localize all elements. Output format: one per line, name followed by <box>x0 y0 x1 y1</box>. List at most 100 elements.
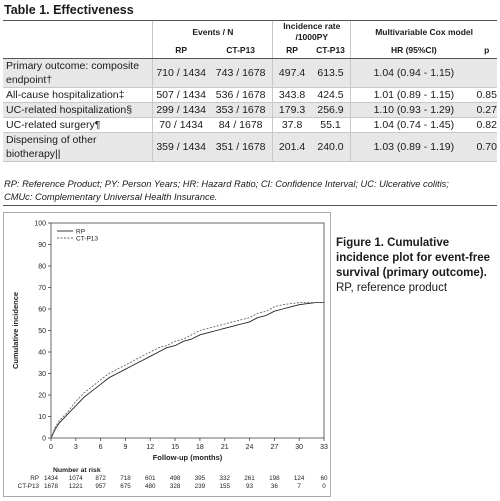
risk-table-value: 7 <box>297 483 301 490</box>
risk-table-value: 60 <box>320 475 328 482</box>
risk-table-value: 601 <box>145 475 156 482</box>
cell-events-rp: 359 / 1434 <box>152 132 209 162</box>
risk-table-value: 93 <box>246 483 254 490</box>
cell-p: 0.85 <box>476 87 497 103</box>
row-label: UC-related hospitalization§ <box>3 102 153 118</box>
risk-table-value: 198 <box>269 475 280 482</box>
risk-table-value: 957 <box>95 483 106 490</box>
risk-table-value: 1221 <box>69 483 84 490</box>
row-label: All-cause hospitalization‡ <box>3 87 153 103</box>
y-tick-label: 80 <box>38 264 46 271</box>
events-header: Events / N <box>152 20 273 43</box>
cell-hr: 1.04 (0.94 - 1.15) <box>350 58 477 88</box>
risk-table-value: 675 <box>120 483 131 490</box>
cell-rate-ctp13: 55.1 <box>310 117 351 133</box>
y-tick-label: 10 <box>38 414 46 421</box>
risk-table-value: 36 <box>271 483 279 490</box>
risk-table-value: 124 <box>294 475 305 482</box>
series-line-ct-p13 <box>50 302 324 439</box>
cell-rate-ctp13: 240.0 <box>310 132 351 162</box>
col-hr: HR (95%CI) <box>350 43 477 59</box>
risk-table-value: 718 <box>120 475 131 482</box>
col-ctp13-events: CT-P13 <box>208 43 273 59</box>
x-tick-label: 15 <box>171 444 179 451</box>
y-tick-label: 40 <box>38 350 46 357</box>
cell-hr: 1.03 (0.89 - 1.19) <box>350 132 477 162</box>
effectiveness-table: Events / N Incidence rate/1000PY Multiva… <box>3 20 497 162</box>
table-row: Dispensing of other biotherapy|| 359 / 143… <box>3 132 497 162</box>
row-label: Primary outcome: composite endpoint† <box>3 58 153 88</box>
table-row: UC-related hospitalization§ 299 / 1434 353… <box>3 102 497 118</box>
risk-table-row-label: RP <box>30 475 39 482</box>
risk-table-value: 332 <box>219 475 230 482</box>
risk-table-value: 1074 <box>69 475 84 482</box>
legend-label: RP <box>76 228 85 235</box>
y-tick-label: 50 <box>38 328 46 335</box>
x-tick-label: 33 <box>320 444 328 451</box>
legend-label: CT-P13 <box>76 235 98 242</box>
cell-p: 0.82 <box>476 117 497 133</box>
table-title: Table 1. Effectiveness <box>4 3 134 17</box>
risk-table-title: Number at risk <box>53 467 101 474</box>
cell-events-rp: 710 / 1434 <box>152 58 209 88</box>
risk-table-value: 239 <box>195 483 206 490</box>
y-tick-label: 70 <box>38 285 46 292</box>
y-tick-label: 0 <box>42 436 46 443</box>
y-tick-label: 20 <box>38 393 46 400</box>
y-tick-label: 60 <box>38 307 46 314</box>
cox-model-header: Multivariable Cox model <box>350 20 497 43</box>
risk-table-value: 498 <box>170 475 181 482</box>
risk-table-value: 0 <box>322 483 326 490</box>
col-rp-rate: RP <box>272 43 311 59</box>
x-tick-label: 6 <box>99 444 103 451</box>
cell-events-rp: 507 / 1434 <box>152 87 209 103</box>
cell-events-ctp13: 353 / 1678 <box>208 102 273 118</box>
cell-rate-ctp13: 613.5 <box>310 58 351 88</box>
cell-p: 0.70 <box>476 132 497 162</box>
footnote-divider <box>3 205 497 206</box>
risk-table-value: 155 <box>219 483 230 490</box>
x-tick-label: 0 <box>49 444 53 451</box>
risk-table-value: 395 <box>195 475 206 482</box>
row-label: UC-related surgery¶ <box>3 117 153 133</box>
table-row: UC-related surgery¶ 70 / 1434 84 / 1678 37.… <box>3 117 497 133</box>
cell-rate-ctp13: 256.9 <box>310 102 351 118</box>
cell-rate-ctp13: 424.5 <box>310 87 351 103</box>
risk-table-row-label: CT-P13 <box>18 483 40 490</box>
series-line-rp <box>50 302 324 439</box>
cell-p: 0.27 <box>476 102 497 118</box>
x-tick-label: 21 <box>221 444 229 451</box>
x-tick-label: 30 <box>295 444 303 451</box>
plot-frame <box>50 222 325 439</box>
risk-table-value: 1434 <box>44 475 59 482</box>
cell-events-ctp13: 84 / 1678 <box>208 117 273 133</box>
cell-events-ctp13: 743 / 1678 <box>208 58 273 88</box>
cell-events-rp: 70 / 1434 <box>152 117 209 133</box>
table-footnote: RP: Reference Product; PY: Person Years;… <box>4 179 449 202</box>
cell-events-rp: 299 / 1434 <box>152 102 209 118</box>
cell-rate-rp: 37.8 <box>272 117 311 133</box>
col-p: p <box>476 43 497 59</box>
risk-table-value: 872 <box>95 475 106 482</box>
col-ctp13-rate: CT-P13 <box>310 43 351 59</box>
cell-rate-rp: 497.4 <box>272 58 311 88</box>
risk-table-value: 328 <box>170 483 181 490</box>
x-tick-label: 9 <box>124 444 128 451</box>
incidence-rate-header: Incidence rate/1000PY <box>272 20 351 43</box>
y-tick-label: 90 <box>38 242 46 249</box>
cell-hr: 1.04 (0.74 - 1.45) <box>350 117 477 133</box>
col-rp-events: RP <box>152 43 209 59</box>
x-tick-label: 3 <box>74 444 78 451</box>
cell-rate-rp: 179.3 <box>272 102 311 118</box>
cell-rate-rp: 201.4 <box>272 132 311 162</box>
x-tick-label: 12 <box>146 444 154 451</box>
figure-caption: Figure 1. Cumulative incidence plot for … <box>336 237 491 294</box>
x-tick-label: 27 <box>270 444 278 451</box>
x-tick-label: 18 <box>196 444 204 451</box>
cumulative-incidence-chart: 0 10 20 30 40 50 60 70 80 90 100 0 3 6 9 12 15 18 21 24 27 30… <box>3 212 331 497</box>
cell-hr: 1.10 (0.93 - 1.29) <box>350 102 477 118</box>
x-tick-label: 24 <box>246 444 254 451</box>
cell-events-ctp13: 536 / 1678 <box>208 87 273 103</box>
risk-table-value: 261 <box>244 475 255 482</box>
